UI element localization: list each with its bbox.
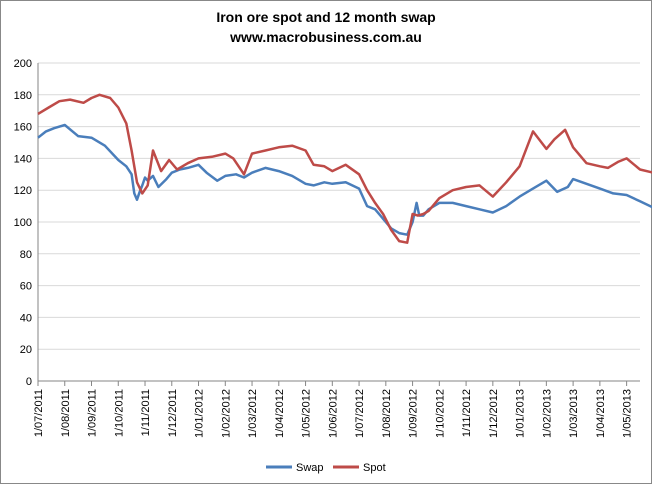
x-tick-label: 1/04/2013 [595, 389, 607, 438]
x-tick-label: 1/03/2012 [247, 389, 259, 438]
chart-subtitle: www.macrobusiness.com.au [229, 29, 422, 45]
x-tick-label: 1/10/2011 [113, 389, 125, 437]
x-axis: 1/07/2011 1/08/2011 1/09/2011 1/10/2011 1/11… [33, 381, 634, 438]
x-tick-label: 1/11/2011 [140, 389, 152, 436]
x-tick-label: 1/02/2012 [220, 389, 232, 438]
x-tick-label: 1/08/2012 [381, 389, 393, 438]
x-tick-label: 1/01/2013 [515, 389, 527, 438]
x-tick-label: 1/06/2012 [327, 389, 339, 438]
x-tick-label: 1/10/2012 [434, 389, 446, 438]
legend-label-swap: Swap [296, 462, 324, 474]
x-tick-label: 1/03/2013 [568, 389, 580, 438]
series-line-spot [38, 95, 652, 243]
y-tick-label: 140 [14, 153, 32, 165]
x-tick-label: 1/12/2011 [167, 389, 179, 437]
legend-label-spot: Spot [363, 462, 386, 474]
y-tick-label: 180 [14, 90, 32, 102]
x-tick-label: 1/11/2012 [461, 389, 473, 437]
y-tick-label: 80 [20, 249, 32, 261]
y-tick-label: 20 [20, 344, 32, 356]
x-tick-label: 1/05/2012 [301, 389, 313, 438]
x-tick-label: 1/12/2012 [488, 389, 500, 438]
x-tick-label: 1/04/2012 [274, 389, 286, 438]
x-tick-label: 1/09/2011 [87, 389, 99, 437]
x-tick-label: 1/02/2013 [541, 389, 553, 438]
y-tick-label: 160 [14, 122, 32, 134]
x-tick-label: 1/05/2013 [622, 389, 634, 438]
series-lines [38, 95, 652, 243]
y-tick-label: 0 [26, 376, 32, 388]
y-tick-label: 200 [14, 58, 32, 70]
chart-title: Iron ore spot and 12 month swap [216, 9, 435, 25]
x-tick-label: 1/07/2012 [354, 389, 366, 438]
y-axis: 0 20 40 60 80 100 120 140 160 180 200 [14, 58, 38, 388]
y-tick-label: 60 [20, 281, 32, 293]
x-tick-label: 1/01/2012 [194, 389, 206, 438]
y-tick-label: 40 [20, 312, 32, 324]
y-tick-label: 120 [14, 185, 32, 197]
x-tick-label: 1/07/2011 [33, 389, 45, 437]
y-tick-label: 100 [14, 217, 32, 229]
x-tick-label: 1/08/2011 [60, 389, 72, 437]
legend: Swap Spot [266, 462, 386, 474]
gridlines [38, 63, 640, 381]
x-tick-label: 1/09/2012 [408, 389, 420, 438]
